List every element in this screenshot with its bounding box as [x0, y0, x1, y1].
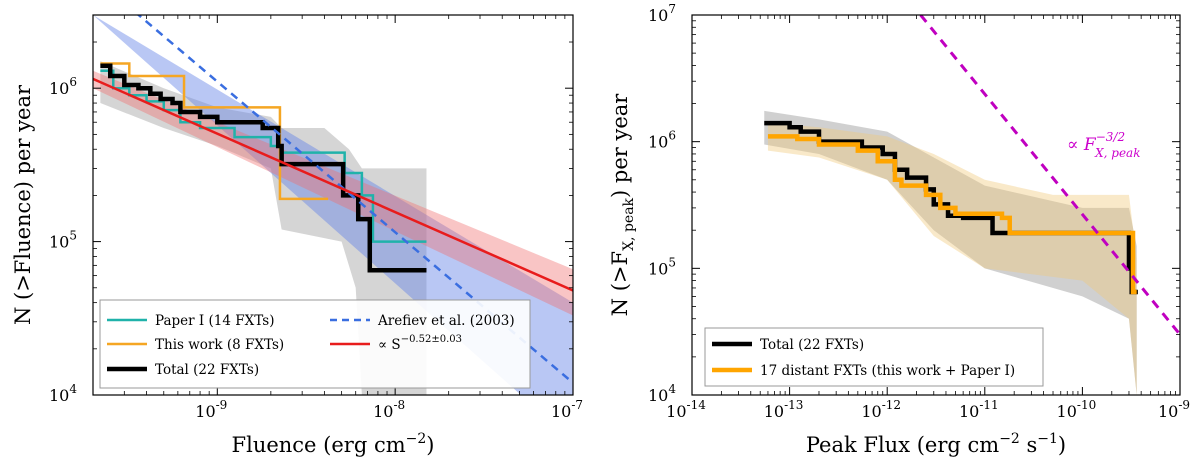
- right-axes-frame: [691, 14, 1181, 396]
- right-ytick-label-1: 105: [648, 255, 676, 278]
- right-series-1: [767, 134, 1137, 295]
- right-panel: 10-14 10-13 10-12 10-11 10-10 10-9 104 105 106 10…: [608, 2, 1190, 457]
- right-xtick-label-4: 10-10: [1057, 398, 1097, 421]
- left-xlabel: Fluence (erg cm−2): [232, 431, 435, 457]
- left-ytick-label-2: 106: [49, 75, 77, 98]
- right-ytick-label-2: 106: [648, 129, 676, 152]
- left-series-2: [100, 63, 427, 273]
- right-ylabel: N (>FX, peak) per year: [608, 93, 637, 317]
- left-fit-line-1: [93, 77, 573, 292]
- right-xtick-label-1: 10-13: [764, 398, 804, 421]
- right-annotation: ∝ F−3/2 X, peak: [1067, 130, 1140, 160]
- right-legend-box: [704, 327, 1044, 387]
- left-axes-frame: [92, 14, 574, 396]
- left-legend-box: [99, 299, 531, 389]
- right-band-1: [767, 123, 1137, 395]
- legend-label-powerlaw: ∝ S−0.52±0.03: [378, 334, 462, 353]
- right-ytick-label-3: 107: [648, 2, 676, 25]
- left-ytick-label-1: 105: [49, 229, 77, 252]
- legend-label-distant: 17 distant FXTs (this work + Paper I): [760, 363, 1015, 379]
- right-xtick-label-2: 10-12: [861, 398, 901, 421]
- legend-label-paper1: Paper I (14 FXTs): [155, 313, 274, 329]
- right-xtick-label-0: 10-14: [666, 398, 706, 421]
- legend-label-thiswork: This work (8 FXTs): [155, 337, 284, 353]
- right-ticks: 10-14 10-13 10-12 10-11 10-10 10-9 104 105 106 10…: [648, 2, 1190, 421]
- left-ylabel: N (>Fluence) per year: [11, 84, 35, 325]
- left-xtick-label-2: 10-7: [551, 398, 583, 421]
- left-xtick-label-0: 10-9: [195, 398, 227, 421]
- right-legend: Total (22 FXTs) 17 distant FXTs (this wo…: [704, 327, 1044, 387]
- right-ytick-label-0: 104: [648, 382, 676, 405]
- right-plot-area: [764, 15, 1180, 395]
- right-fit-line: [919, 15, 1180, 336]
- legend-label-total-left: Total (22 FXTs): [155, 362, 259, 378]
- right-xtick-label-3: 10-11: [959, 398, 999, 421]
- right-xtick-label-5: 10-9: [1158, 398, 1190, 421]
- legend-label-arefiev: Arefiev et al. (2003): [377, 313, 515, 329]
- left-ytick-label-0: 104: [49, 382, 77, 405]
- left-panel: 10-9 10-8 10-7 104 105 106 Fluence (erg cm−2)…: [11, 14, 583, 457]
- legend-label-total-right: Total (22 FXTs): [760, 337, 864, 353]
- left-ticks: 10-9 10-8 10-7 104 105 106: [49, 14, 583, 421]
- right-xlabel: Peak Flux (erg cm−2 s−1): [806, 431, 1066, 457]
- left-legend: Paper I (14 FXTs) This work (8 FXTs) Tot…: [99, 299, 531, 389]
- left-xtick-label-1: 10-8: [373, 398, 405, 421]
- left-series-0: [100, 69, 427, 243]
